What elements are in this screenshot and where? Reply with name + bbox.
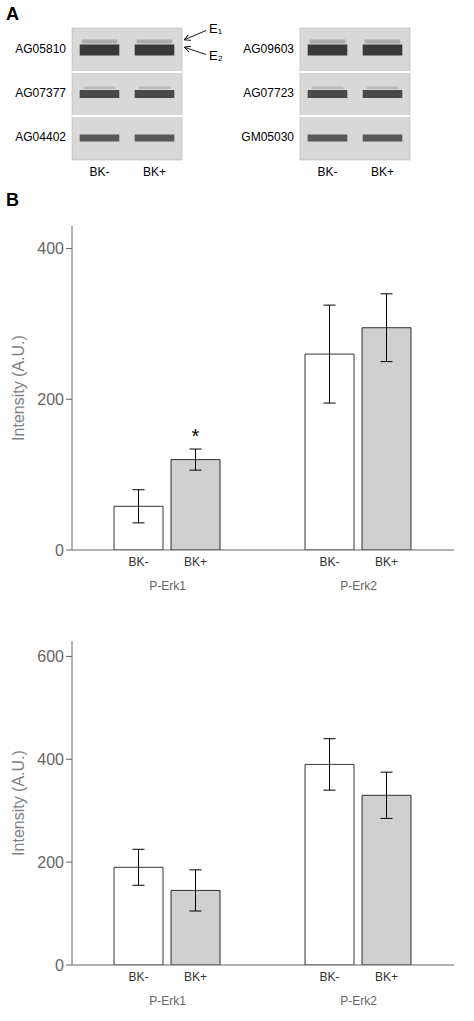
- svg-text:BK+: BK+: [184, 555, 207, 569]
- svg-text:Intensity (A.U.): Intensity (A.U.): [10, 750, 27, 856]
- svg-text:*: *: [192, 425, 200, 447]
- svg-text:AG07377: AG07377: [15, 86, 66, 100]
- svg-text:600: 600: [37, 648, 64, 665]
- svg-text:200: 200: [37, 391, 64, 408]
- svg-text:BK-: BK-: [320, 555, 340, 569]
- svg-text:BK-: BK-: [89, 165, 109, 179]
- svg-text:BK-: BK-: [129, 970, 149, 984]
- svg-text:P-Erk1: P-Erk1: [149, 579, 186, 593]
- svg-text:AG04402: AG04402: [15, 130, 66, 144]
- svg-text:200: 200: [37, 854, 64, 871]
- svg-text:P-Erk2: P-Erk2: [340, 579, 377, 593]
- svg-text:E₁: E₁: [209, 21, 223, 36]
- svg-text:BK+: BK+: [184, 970, 207, 984]
- svg-text:BK-: BK-: [317, 165, 337, 179]
- svg-text:AG05810: AG05810: [15, 42, 66, 56]
- svg-text:0: 0: [55, 542, 64, 559]
- svg-text:BK-: BK-: [129, 555, 149, 569]
- svg-text:A: A: [8, 4, 19, 24]
- svg-text:BK+: BK+: [143, 165, 166, 179]
- svg-text:E₂: E₂: [209, 48, 223, 63]
- svg-text:Intensity (A.U.): Intensity (A.U.): [10, 335, 27, 441]
- svg-text:BK+: BK+: [375, 970, 398, 984]
- svg-text:P-Erk1: P-Erk1: [149, 994, 186, 1008]
- svg-text:400: 400: [37, 240, 64, 257]
- svg-text:P-Erk2: P-Erk2: [340, 994, 377, 1008]
- svg-text:0: 0: [55, 957, 64, 974]
- svg-text:AG07723: AG07723: [243, 86, 294, 100]
- html-text:B: B: [6, 190, 19, 210]
- svg-text:AG09603: AG09603: [243, 42, 294, 56]
- svg-text:BK-: BK-: [320, 970, 340, 984]
- svg-text:GM05030: GM05030: [241, 130, 294, 144]
- svg-text:BK+: BK+: [375, 555, 398, 569]
- svg-text:400: 400: [37, 751, 64, 768]
- svg-text:BK+: BK+: [371, 165, 394, 179]
